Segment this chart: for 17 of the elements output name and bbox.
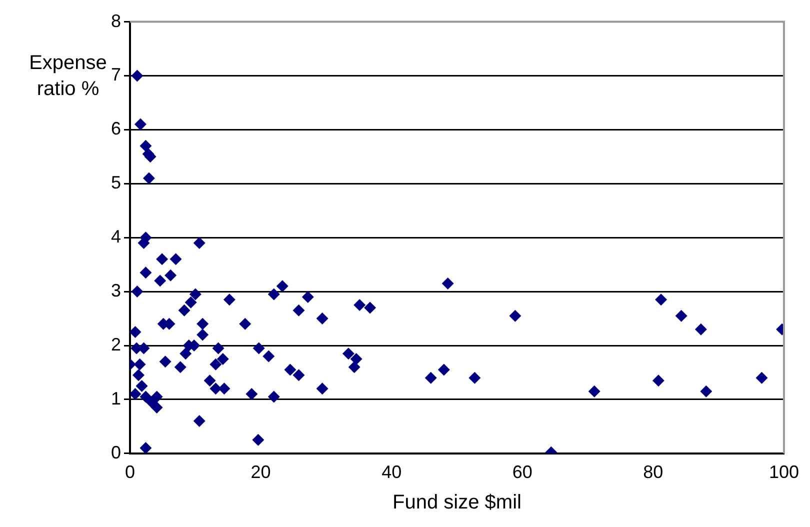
- y-tick-label: 0: [110, 442, 122, 462]
- x-tick-label: 60: [512, 462, 532, 482]
- y-tick-label: 7: [110, 64, 122, 85]
- y-tick-label: 2: [110, 334, 122, 354]
- y-tick-label: 3: [110, 280, 122, 301]
- y-axis-title: Expense ratio %: [29, 52, 107, 100]
- y-tick-label: 6: [110, 118, 122, 139]
- y-tick-label: 5: [110, 172, 122, 193]
- x-tick-label: 0: [125, 462, 136, 482]
- x-tick-label: 100: [768, 462, 800, 482]
- x-tick-label: 80: [643, 462, 664, 482]
- y-tick-label: 4: [110, 226, 122, 247]
- y-tick-label: 8: [110, 10, 122, 31]
- x-axis-title: Fund size $mil: [392, 492, 522, 514]
- x-tick-label: 40: [382, 462, 402, 482]
- y-tick-label: 1: [110, 388, 122, 408]
- x-tick-label: 20: [250, 462, 271, 482]
